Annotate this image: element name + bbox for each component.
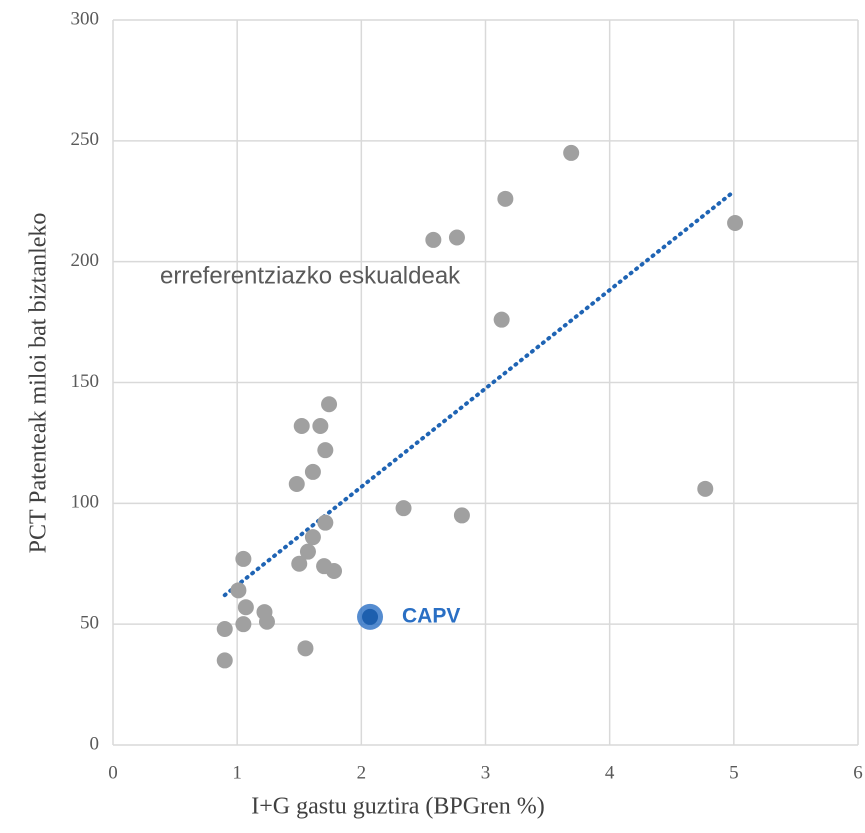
- point: [297, 640, 314, 657]
- point: [493, 311, 510, 328]
- point: [497, 190, 514, 207]
- point: [727, 215, 744, 231]
- point: [563, 144, 580, 161]
- point: [291, 555, 308, 572]
- point: [312, 418, 329, 434]
- point: [317, 514, 334, 531]
- point: [697, 480, 714, 497]
- y-tick-label: 50: [80, 613, 99, 634]
- point: [326, 563, 343, 579]
- y-tick-label: 200: [71, 250, 100, 271]
- y-tick-label: 100: [71, 492, 100, 513]
- point: [235, 550, 252, 567]
- point: [304, 463, 321, 480]
- x-tick-label: 0: [108, 762, 118, 783]
- y-tick-label: 250: [71, 129, 100, 150]
- point: [293, 418, 310, 434]
- point: [216, 621, 233, 637]
- x-tick-label: 1: [232, 762, 242, 783]
- point: [395, 500, 412, 517]
- point: [304, 529, 321, 546]
- point: [317, 442, 334, 459]
- point: [237, 599, 254, 616]
- point: [362, 608, 379, 625]
- point: [216, 652, 233, 669]
- point-label: CAPV: [402, 604, 460, 627]
- annotation: erreferentziazko eskualdeak: [160, 262, 461, 289]
- x-tick-label: 6: [853, 762, 863, 783]
- trendline: [222, 189, 736, 598]
- point: [235, 616, 252, 633]
- y-tick-label: 0: [90, 733, 100, 754]
- point: [448, 229, 465, 246]
- x-tick-label: 2: [357, 762, 367, 783]
- x-tick-label: 3: [481, 762, 491, 783]
- point: [299, 543, 316, 560]
- point: [230, 582, 247, 599]
- point: [321, 396, 338, 413]
- y-tick-label: 300: [71, 8, 100, 29]
- point: [258, 613, 275, 630]
- point: [453, 507, 470, 524]
- x-tick-label: 4: [605, 762, 615, 783]
- x-tick-label: 5: [729, 762, 739, 783]
- point: [288, 476, 305, 492]
- y-axis-title: PCT Patenteak miloi bat biztanleko: [26, 213, 52, 554]
- x-axis-title: I+G gastu guztira (BPGren %): [251, 794, 544, 820]
- y-tick-label: 150: [71, 371, 100, 392]
- point: [425, 231, 442, 248]
